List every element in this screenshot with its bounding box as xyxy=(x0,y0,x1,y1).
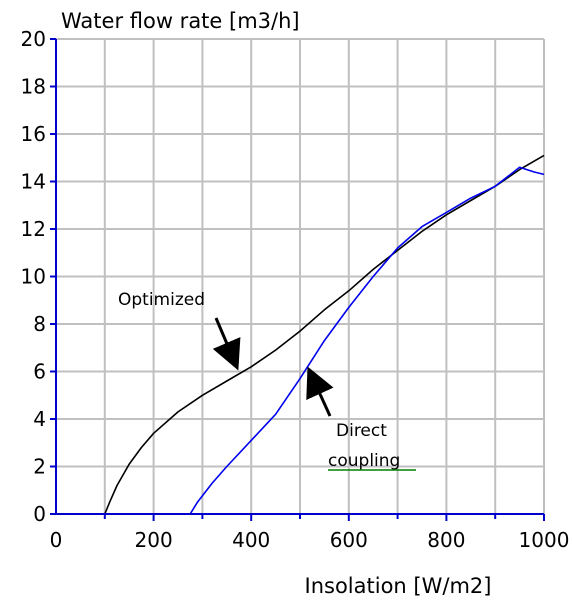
series-line-direct-coupling xyxy=(189,166,545,515)
y-tick-label: 16 xyxy=(21,122,46,146)
annotation-coupling: coupling xyxy=(328,451,400,471)
annotation-direct: Direct xyxy=(336,421,387,441)
annotation-arrow-direct xyxy=(306,366,334,417)
y-tick-label: 6 xyxy=(33,360,46,384)
series-layer xyxy=(104,154,545,515)
y-tick-label: 14 xyxy=(21,170,46,194)
annotation-arrow-optimized xyxy=(212,317,241,371)
x-tick-label: 0 xyxy=(50,528,63,552)
y-tick-label: 4 xyxy=(33,407,46,431)
x-tick-label: 1000 xyxy=(519,528,570,552)
annotations: Optimized Direct coupling xyxy=(118,290,416,471)
y-axis-title: Water flow rate [m3/h] xyxy=(61,9,300,33)
y-tick-label: 10 xyxy=(21,265,46,289)
y-tick-label: 12 xyxy=(21,217,46,241)
series-line-optimized xyxy=(104,154,545,515)
y-tick-label: 0 xyxy=(33,502,46,526)
y-tick-label: 18 xyxy=(21,75,46,99)
annotation-optimized: Optimized xyxy=(118,290,205,310)
x-tick-label: 200 xyxy=(135,528,173,552)
x-tick-label: 600 xyxy=(330,528,368,552)
x-tick-label: 400 xyxy=(232,528,270,552)
grid xyxy=(56,38,545,514)
y-tick-label: 8 xyxy=(33,312,46,336)
x-axis-title: Insolation [W/m2] xyxy=(305,574,492,598)
y-tick-label: 20 xyxy=(21,27,46,51)
y-tick-label: 2 xyxy=(33,455,46,479)
x-tick-label: 800 xyxy=(427,528,465,552)
